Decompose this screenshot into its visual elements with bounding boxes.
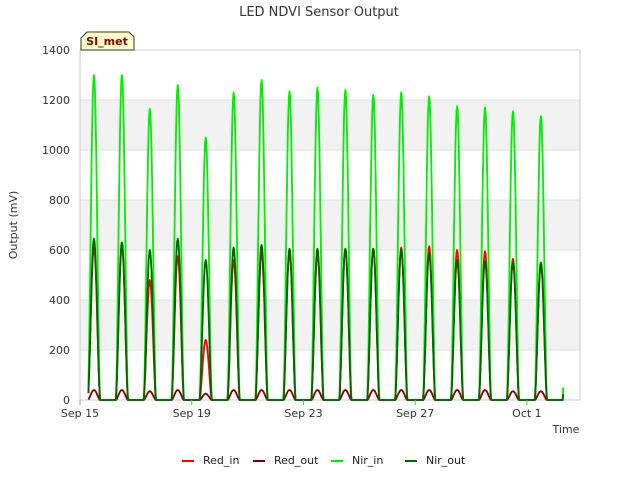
y-tick-label: 0: [63, 394, 70, 407]
x-tick-label: Oct 1: [512, 407, 542, 420]
badge-box: [80, 31, 135, 51]
legend-label-red-in: Red_in: [203, 454, 239, 467]
chart-title: LED NDVI Sensor Output: [239, 5, 399, 20]
y-tick-label: 800: [49, 194, 70, 207]
y-tick-label: 200: [49, 344, 70, 357]
y-axis-ticks: 0 200 400 600 800 1000 1200 1400: [42, 44, 70, 407]
x-tick-label: Sep 15: [61, 407, 99, 420]
y-tick-label: 1400: [42, 44, 70, 57]
y-tick-label: 1000: [42, 144, 70, 157]
site-badge: SI_met: [80, 31, 135, 51]
badge-text: SI_met: [86, 35, 128, 48]
background-band: [80, 300, 580, 350]
legend: Red_in Red_out Nir_in Nir_out: [182, 454, 466, 467]
y-tick-label: 400: [49, 294, 70, 307]
x-axis-ticks: Sep 15 Sep 19 Sep 23 Sep 27 Oct 1: [61, 400, 542, 420]
x-tick-label: Sep 27: [396, 407, 434, 420]
y-tick-label: 1200: [42, 94, 70, 107]
legend-label-red-out: Red_out: [274, 454, 319, 467]
series-line-nir-out: [87, 237, 565, 401]
background-band: [80, 200, 580, 250]
legend-label-nir-in: Nir_in: [352, 454, 383, 467]
y-axis-label: Output (mV): [7, 191, 20, 260]
x-tick-label: Sep 19: [173, 407, 211, 420]
plot-background-bands: [80, 100, 580, 350]
x-tick-label: Sep 23: [284, 407, 322, 420]
series-layer: [87, 74, 565, 401]
legend-label-nir-out: Nir_out: [426, 454, 466, 467]
y-tick-label: 600: [49, 244, 70, 257]
background-band: [80, 100, 580, 150]
x-axis-label: Time: [552, 423, 580, 436]
